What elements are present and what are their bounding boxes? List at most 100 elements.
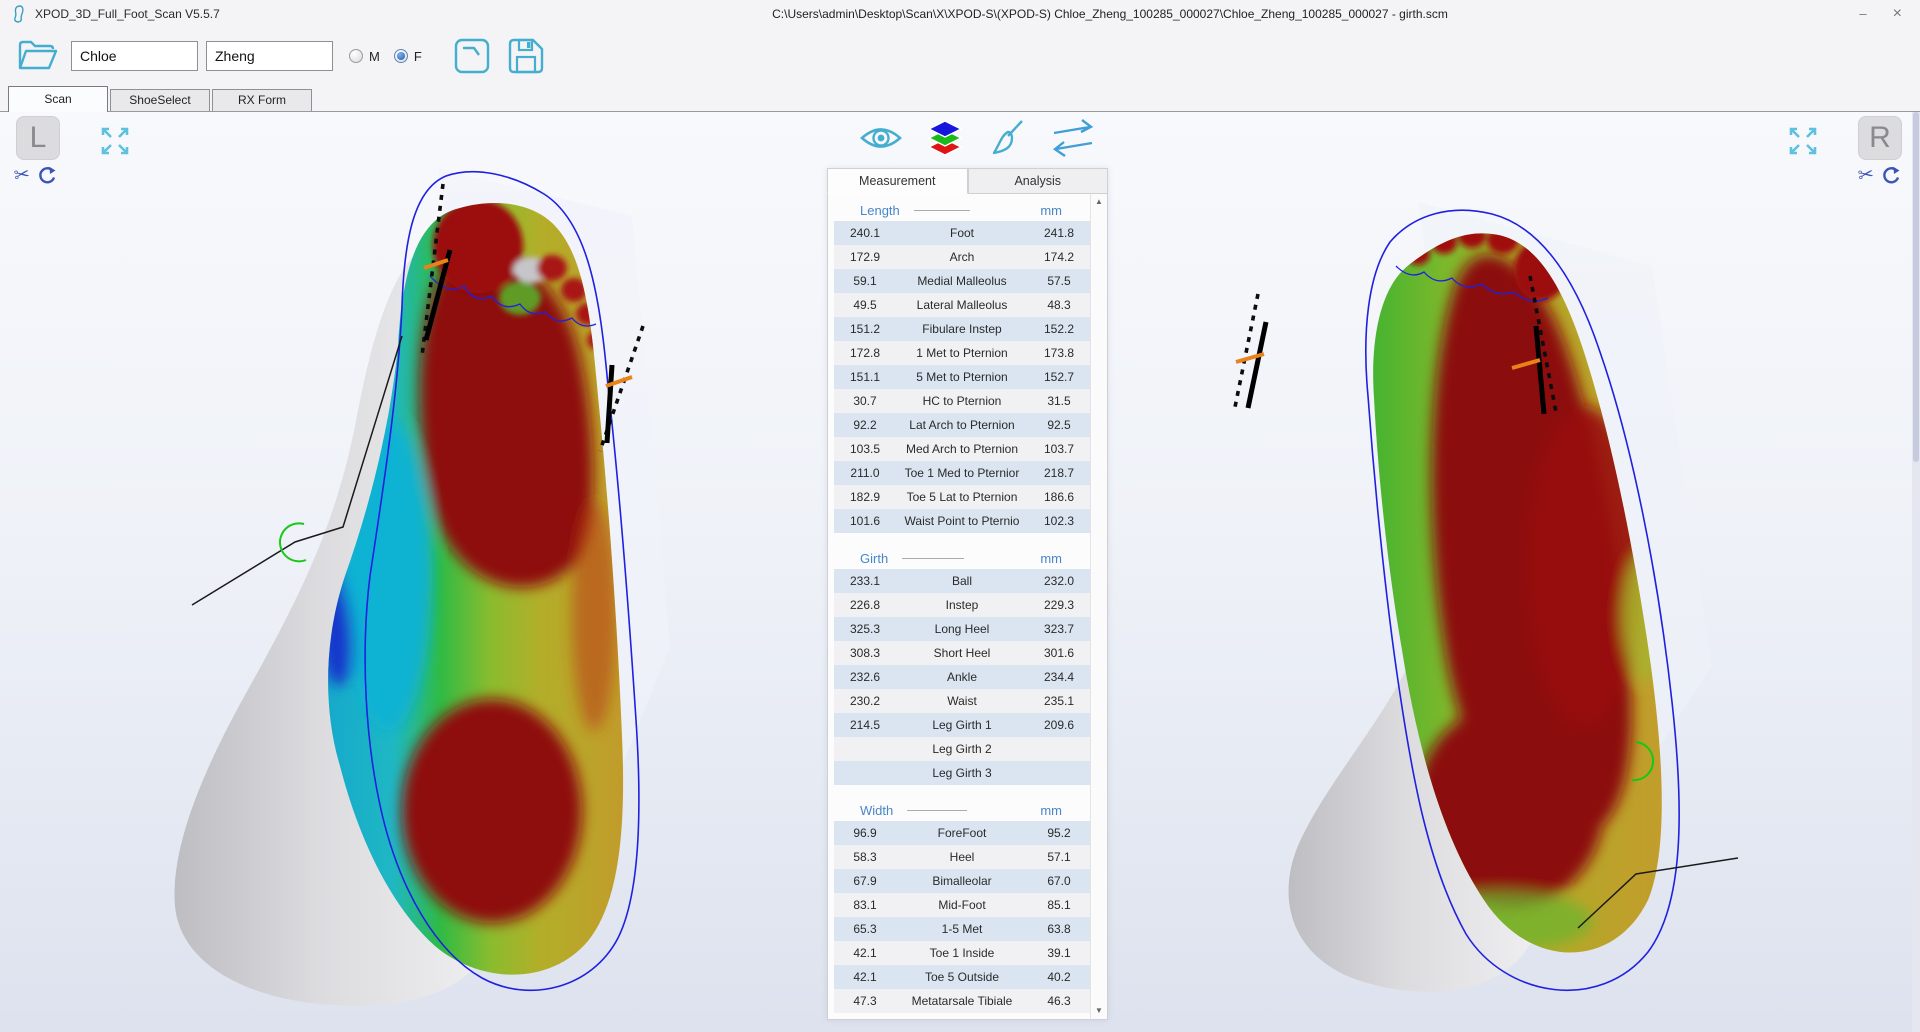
measurement-row[interactable]: 101.6 Waist Point to Pternio 102.3 xyxy=(834,509,1090,533)
right-foot-value: 301.6 xyxy=(1043,646,1075,660)
first-name-input[interactable] xyxy=(71,41,198,71)
tab-analysis[interactable]: Analysis xyxy=(967,168,1108,194)
right-rotate-icon[interactable] xyxy=(1880,165,1902,187)
measurement-row[interactable]: 172.8 1 Met to Pternion 173.8 xyxy=(834,341,1090,365)
measurement-row[interactable]: 233.1 Ball 232.0 xyxy=(834,569,1090,593)
tab-measurement[interactable]: Measurement xyxy=(827,168,968,194)
measurement-row[interactable]: 59.1 Medial Malleolus 57.5 xyxy=(834,269,1090,293)
measurement-name: Metatarsale Tibiale xyxy=(911,994,1013,1008)
measurement-scrollbar[interactable]: ▲ ▼ xyxy=(1090,194,1107,1019)
section-header-girth: Girth mm xyxy=(828,547,1090,569)
measurement-row[interactable]: 226.8 Instep 229.3 xyxy=(834,593,1090,617)
measurement-row[interactable]: 308.3 Short Heel 301.6 xyxy=(834,641,1090,665)
measurement-row[interactable]: 58.3 Heel 57.1 xyxy=(834,845,1090,869)
scroll-up-arrow[interactable]: ▲ xyxy=(1095,197,1103,206)
measurement-name: Leg Girth 1 xyxy=(932,718,992,732)
measurement-name: Ball xyxy=(951,574,972,588)
right-foot-3d-view[interactable] xyxy=(1200,146,1800,1030)
measurement-row[interactable]: 42.1 Toe 1 Inside 39.1 xyxy=(834,941,1090,965)
measurement-name: Instep xyxy=(945,598,979,612)
measurement-row[interactable]: 65.3 1-5 Met 63.8 xyxy=(834,917,1090,941)
measurement-list: Length mm 240.1 Foot 241.8 172.9 Arch 174.2 59.1… xyxy=(828,194,1090,1019)
measurement-row[interactable]: 172.9 Arch 174.2 xyxy=(834,245,1090,269)
measurement-row[interactable]: 30.7 HC to Pternion 31.5 xyxy=(834,389,1090,413)
right-expand-fullscreen-icon[interactable] xyxy=(1786,124,1820,158)
section-header-length: Length mm xyxy=(828,199,1090,221)
measurement-row[interactable]: 232.6 Ankle 234.4 xyxy=(834,665,1090,689)
save-button[interactable] xyxy=(506,36,546,76)
measurement-name: Heel xyxy=(949,850,975,864)
tab-scan[interactable]: Scan xyxy=(8,86,108,112)
window-scrollbar[interactable] xyxy=(1912,112,1920,1032)
left-expand-fullscreen-icon[interactable] xyxy=(98,124,132,158)
right-foot-value: 102.3 xyxy=(1043,514,1075,528)
measurement-row[interactable]: 47.3 Metatarsale Tibiale 46.3 xyxy=(834,989,1090,1013)
tab-rx-form[interactable]: RX Form xyxy=(212,89,312,111)
radio-male[interactable] xyxy=(349,49,363,63)
measurement-row[interactable]: Leg Girth 2 xyxy=(834,737,1090,761)
right-foot-value: 229.3 xyxy=(1043,598,1075,612)
measurement-row[interactable]: 42.1 Toe 5 Outside 40.2 xyxy=(834,965,1090,989)
measurement-name: 1-5 Met xyxy=(941,922,983,936)
right-foot-value: 323.7 xyxy=(1043,622,1075,636)
measurement-row[interactable]: Leg Girth 3 xyxy=(834,761,1090,785)
window-scrollbar-thumb[interactable] xyxy=(1913,112,1919,462)
title-bar: XPOD_3D_Full_Foot_Scan V5.5.7 C:\Users\a… xyxy=(0,0,1920,28)
left-foot-value: 49.5 xyxy=(853,298,877,312)
left-foot-value: 151.1 xyxy=(849,370,881,384)
measurement-row[interactable]: 92.2 Lat Arch to Pternion 92.5 xyxy=(834,413,1090,437)
measurement-panel: Measurement Analysis Length mm 240.1 Foot 24… xyxy=(827,168,1108,1020)
left-foot-value: 96.9 xyxy=(853,826,877,840)
right-foot-label-button[interactable]: R xyxy=(1858,116,1902,160)
right-scissors-crop-icon[interactable]: ✂ xyxy=(1856,163,1876,188)
right-foot-value: 48.3 xyxy=(1047,298,1071,312)
section-title: Girth xyxy=(860,550,889,566)
measurement-row[interactable]: 211.0 Toe 1 Med to Pternior 218.7 xyxy=(834,461,1090,485)
right-foot-value: 174.2 xyxy=(1043,250,1075,264)
left-foot-value: 214.5 xyxy=(849,718,881,732)
measurement-row[interactable]: 67.9 Bimalleolar 67.0 xyxy=(834,869,1090,893)
tab-shoeselect[interactable]: ShoeSelect xyxy=(110,89,210,111)
measurement-row[interactable]: 49.5 Lateral Malleolus 48.3 xyxy=(834,293,1090,317)
measurement-row[interactable]: 182.9 Toe 5 Lat to Pternion 186.6 xyxy=(834,485,1090,509)
right-foot-value: 95.2 xyxy=(1047,826,1071,840)
save-icon xyxy=(508,38,543,74)
radio-female[interactable] xyxy=(393,49,408,63)
measurement-row[interactable]: 151.1 5 Met to Pternion 152.7 xyxy=(834,365,1090,389)
measurement-row[interactable]: 103.5 Med Arch to Pternion 103.7 xyxy=(834,437,1090,461)
left-foot-value: 226.8 xyxy=(849,598,881,612)
measurement-name: Leg Girth 2 xyxy=(932,742,992,756)
scan-icon xyxy=(454,38,489,74)
measurement-row[interactable]: 214.5 Leg Girth 1 209.6 xyxy=(834,713,1090,737)
right-foot-value: 173.8 xyxy=(1043,346,1075,360)
left-foot-label-button[interactable]: L xyxy=(16,116,60,160)
measurement-row[interactable]: 230.2 Waist 235.1 xyxy=(834,689,1090,713)
right-foot-value: 57.5 xyxy=(1047,274,1071,288)
measurement-name: Medial Malleolus xyxy=(917,274,1007,288)
eye-visibility-icon[interactable] xyxy=(858,118,904,158)
swap-feet-icon[interactable] xyxy=(1048,118,1098,158)
last-name-input[interactable] xyxy=(206,41,333,71)
left-foot-3d-view[interactable] xyxy=(130,146,690,1030)
left-rotate-icon[interactable] xyxy=(36,165,58,187)
measurement-row[interactable]: 240.1 Foot 241.8 xyxy=(834,221,1090,245)
measurement-name: Toe 1 Med to Pternior xyxy=(904,466,1020,480)
measurement-row[interactable]: 325.3 Long Heel 323.7 xyxy=(834,617,1090,641)
left-foot-value: 42.1 xyxy=(853,970,877,984)
left-foot-value: 59.1 xyxy=(853,274,877,288)
left-scissors-crop-icon[interactable]: ✂ xyxy=(12,163,32,188)
open-folder-button[interactable] xyxy=(16,37,58,75)
scroll-down-arrow[interactable]: ▼ xyxy=(1095,1006,1103,1015)
close-button[interactable]: × xyxy=(1892,5,1902,22)
right-foot-value: 40.2 xyxy=(1047,970,1071,984)
color-layers-icon[interactable] xyxy=(926,117,964,159)
measurement-row[interactable]: 96.9 ForeFoot 95.2 xyxy=(834,821,1090,845)
measurement-row[interactable]: 151.2 Fibulare Instep 152.2 xyxy=(834,317,1090,341)
folder-open-icon xyxy=(18,40,58,70)
left-foot-value: 30.7 xyxy=(853,394,877,408)
left-foot-value: 325.3 xyxy=(849,622,881,636)
minimize-button[interactable]: – xyxy=(1859,6,1867,21)
scan-button[interactable] xyxy=(452,36,492,76)
paint-brush-icon[interactable] xyxy=(986,117,1026,159)
measurement-row[interactable]: 83.1 Mid-Foot 85.1 xyxy=(834,893,1090,917)
